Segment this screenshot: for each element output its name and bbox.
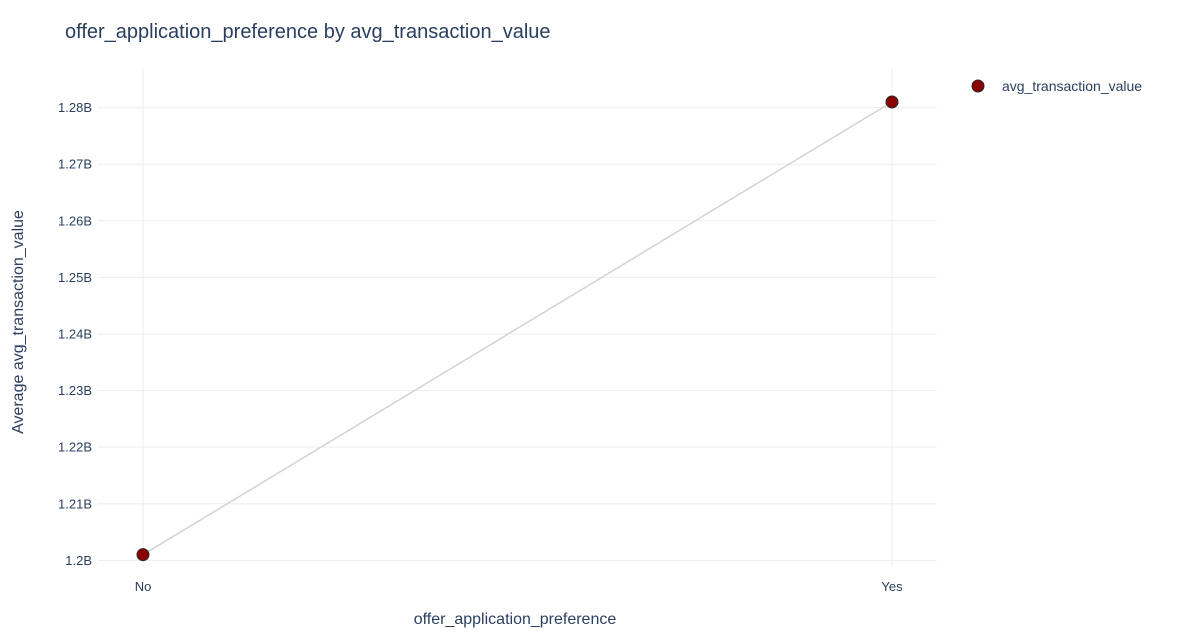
y-tick-label: 1.21B xyxy=(58,496,92,511)
x-tick-label: Yes xyxy=(881,579,903,594)
y-tick-label: 1.25B xyxy=(58,270,92,285)
data-point[interactable] xyxy=(136,548,150,562)
grid xyxy=(98,68,937,566)
series-line xyxy=(142,101,893,556)
y-tick-label: 1.26B xyxy=(58,213,92,228)
y-tick-label: 1.22B xyxy=(58,440,92,455)
y-axis-ticks: 1.2B 1.21B 1.22B 1.23B 1.24B 1.25B 1.26B 1.27B 1… xyxy=(58,100,92,568)
y-tick-label: 1.23B xyxy=(58,383,92,398)
legend-marker xyxy=(971,79,985,93)
y-tick-label: 1.24B xyxy=(58,326,92,341)
y-axis-title: Average avg_transaction_value xyxy=(10,210,27,434)
y-tick-label: 1.27B xyxy=(58,157,92,172)
legend[interactable]: avg_transaction_value xyxy=(971,78,1142,94)
series xyxy=(136,95,899,562)
x-axis-ticks: No Yes xyxy=(135,579,903,594)
x-tick-label: No xyxy=(135,579,152,594)
chart-title: offer_application_preference by avg_tran… xyxy=(65,21,551,43)
data-point[interactable] xyxy=(885,95,899,109)
legend-label: avg_transaction_value xyxy=(1002,78,1142,94)
x-axis-title: offer_application_preference xyxy=(414,611,617,628)
y-tick-label: 1.2B xyxy=(65,553,92,568)
y-tick-label: 1.28B xyxy=(58,100,92,115)
